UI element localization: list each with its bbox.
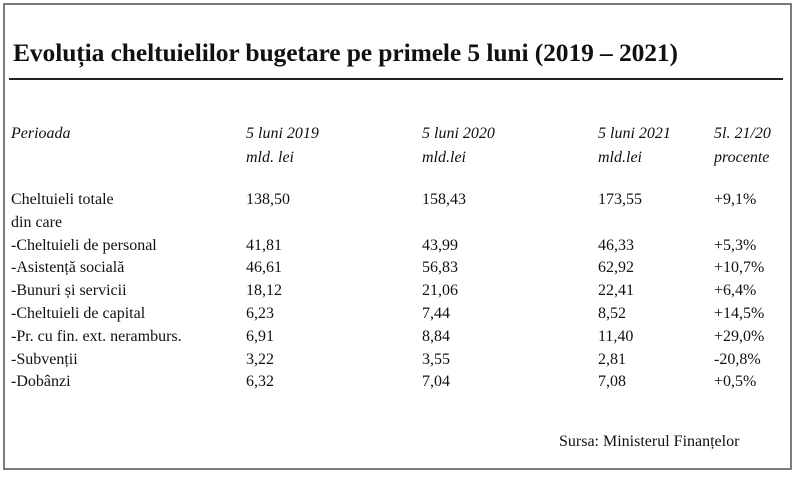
cell-2019-4: 18,12 [246, 282, 282, 299]
table-title: Evoluția cheltuielilor bugetare pe prime… [13, 38, 678, 67]
column-unit-2019: mld. lei [246, 149, 294, 166]
cell-2021-3: 62,92 [598, 259, 634, 276]
cell-2019-6: 6,91 [246, 328, 274, 345]
cell-2021-4: 22,41 [598, 282, 634, 299]
cell-2019-2: 41,81 [246, 237, 282, 254]
cell-2021-5: 8,52 [598, 305, 626, 322]
cell-2019-5: 6,23 [246, 305, 274, 322]
cell-2020-2: 43,99 [422, 237, 458, 254]
column-header-period: Perioada [11, 125, 71, 142]
cell-2020-0: 158,43 [422, 191, 466, 208]
cell-2019-8: 6,32 [246, 373, 274, 390]
source-note: Sursa: Ministerul Finanțelor [559, 433, 740, 450]
column-unit-change: procente [714, 149, 770, 166]
cell-2019-3: 46,61 [246, 259, 282, 276]
column-header-2021: 5 luni 2021 [598, 125, 671, 142]
cell-2021-2: 46,33 [598, 237, 634, 254]
cell-2020-3: 56,83 [422, 259, 458, 276]
row-label-3: -Asistență socială [11, 259, 125, 276]
cell-2021-7: 2,81 [598, 351, 626, 368]
cell-change-2: +5,3% [714, 237, 757, 254]
cell-2021-0: 173,55 [598, 191, 642, 208]
cell-2020-4: 21,06 [422, 282, 458, 299]
row-label-5: -Cheltuieli de capital [11, 305, 146, 322]
title-underline [9, 78, 783, 80]
cell-change-3: +10,7% [714, 259, 765, 276]
column-header-2020: 5 luni 2020 [422, 125, 495, 142]
row-label-7: -Subvenții [11, 351, 78, 368]
table-frame [3, 3, 792, 470]
row-label-4: -Bunuri și servicii [11, 282, 127, 299]
cell-2020-8: 7,04 [422, 373, 450, 390]
cell-change-4: +6,4% [714, 282, 757, 299]
column-header-2019: 5 luni 2019 [246, 125, 319, 142]
cell-change-6: +29,0% [714, 328, 765, 345]
cell-2020-7: 3,55 [422, 351, 450, 368]
row-label-2: -Cheltuieli de personal [11, 237, 157, 254]
cell-2020-6: 8,84 [422, 328, 450, 345]
cell-2021-8: 7,08 [598, 373, 626, 390]
column-unit-2020: mld.lei [422, 149, 466, 166]
column-unit-2021: mld.lei [598, 149, 642, 166]
row-label-0: Cheltuieli totale [11, 191, 114, 208]
cell-2020-5: 7,44 [422, 305, 450, 322]
cell-2019-7: 3,22 [246, 351, 274, 368]
row-label-6: -Pr. cu fin. ext. neramburs. [11, 328, 182, 345]
cell-change-7: -20,8% [714, 351, 761, 368]
cell-change-8: +0,5% [714, 373, 757, 390]
row-label-1: din care [11, 214, 63, 231]
cell-2019-0: 138,50 [246, 191, 290, 208]
column-header-change: 5l. 21/20 [714, 125, 771, 142]
cell-change-5: +14,5% [714, 305, 765, 322]
cell-change-0: +9,1% [714, 191, 757, 208]
row-label-8: -Dobânzi [11, 373, 71, 390]
cell-2021-6: 11,40 [598, 328, 634, 345]
